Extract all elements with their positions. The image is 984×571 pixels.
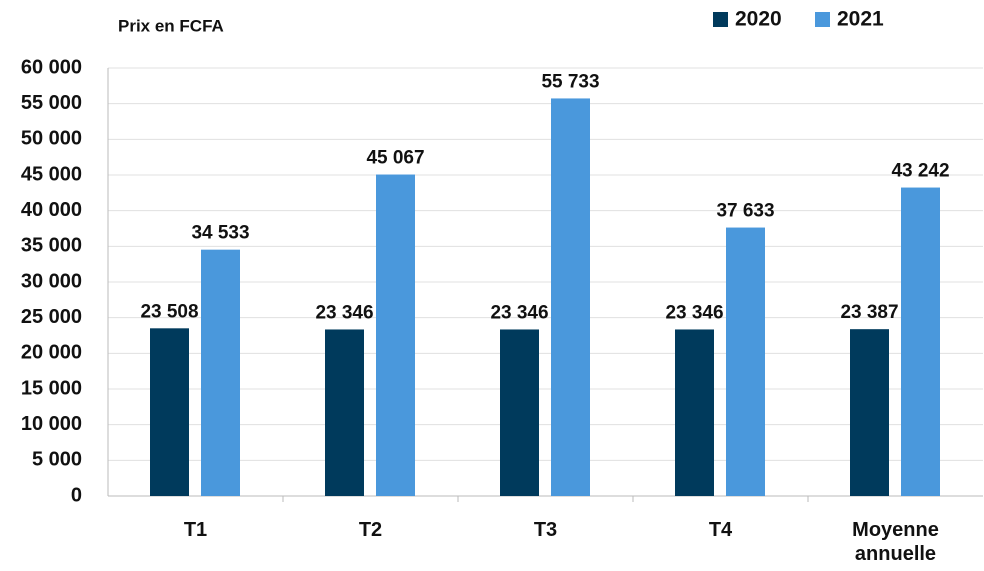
bar xyxy=(376,174,415,496)
legend-label: 2021 xyxy=(837,8,884,31)
legend-label: 2020 xyxy=(735,8,782,31)
data-label: 34 533 xyxy=(191,223,249,244)
y-tick-label: 0 xyxy=(71,484,82,506)
data-label: 23 346 xyxy=(315,302,373,323)
x-tick-label: Moyenne annuelle xyxy=(852,519,939,565)
y-tick-label: 20 000 xyxy=(21,342,82,364)
y-tick-label: 55 000 xyxy=(21,92,82,114)
y-tick-label: 30 000 xyxy=(21,270,82,292)
data-label: 45 067 xyxy=(366,148,424,169)
bar xyxy=(551,98,590,497)
bar xyxy=(850,329,889,496)
data-label: 23 346 xyxy=(490,302,548,323)
x-tick-label: T3 xyxy=(533,519,558,541)
data-label: 55 733 xyxy=(541,71,599,92)
y-tick-label: 40 000 xyxy=(21,199,82,221)
data-label: 23 387 xyxy=(840,302,898,323)
y-tick-label: 15 000 xyxy=(21,377,82,399)
y-tick-label: 10 000 xyxy=(21,413,82,435)
y-tick-label: 45 000 xyxy=(21,163,82,185)
data-label: 23 346 xyxy=(665,302,723,323)
legend-swatch xyxy=(713,12,728,27)
data-label: 43 242 xyxy=(891,161,949,182)
y-tick-label: 5 000 xyxy=(32,449,82,471)
y-tick-label: 60 000 xyxy=(21,56,82,78)
bar xyxy=(901,187,940,496)
bar xyxy=(675,329,714,496)
bar xyxy=(201,249,240,496)
data-label: 23 508 xyxy=(140,301,198,322)
y-tick-label: 25 000 xyxy=(21,306,82,328)
bar xyxy=(325,329,364,496)
x-tick-label: T2 xyxy=(358,519,383,541)
x-tick-label: T4 xyxy=(708,519,733,541)
x-tick-label: T1 xyxy=(183,519,208,541)
data-label: 37 633 xyxy=(716,201,774,222)
y-tick-label: 50 000 xyxy=(21,128,82,150)
y-tick-label: 35 000 xyxy=(21,235,82,257)
bar xyxy=(500,329,539,496)
y-axis-label: Prix en FCFA xyxy=(118,16,224,35)
bar xyxy=(726,227,765,496)
legend-swatch xyxy=(815,12,830,27)
bar xyxy=(150,328,189,496)
